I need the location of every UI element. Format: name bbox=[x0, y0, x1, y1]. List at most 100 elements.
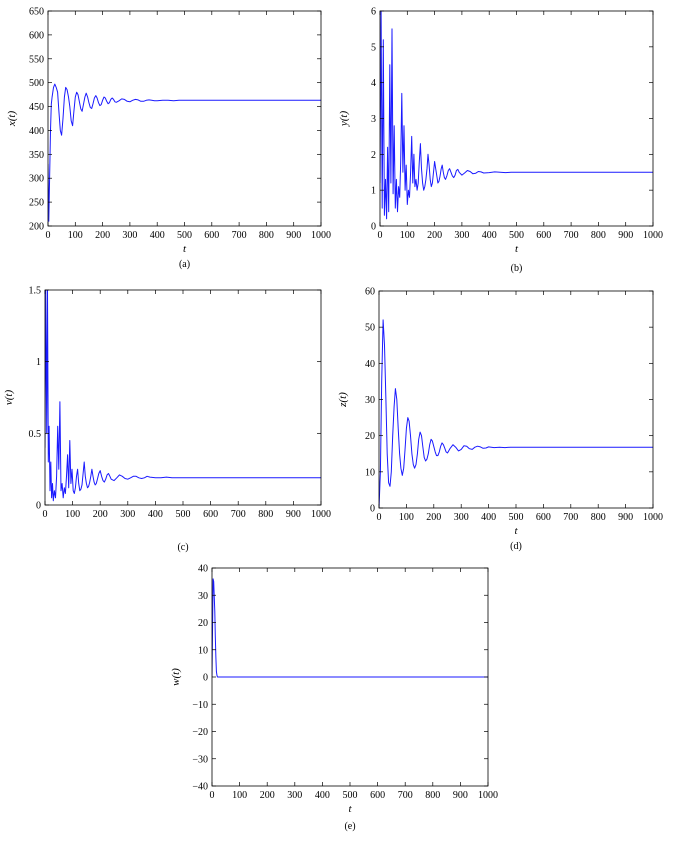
y-axis-label-a: x(t) bbox=[6, 111, 18, 128]
y-tick-label-b: 5 bbox=[371, 42, 376, 53]
x-tick-label-d: 800 bbox=[591, 512, 606, 523]
y-axis-label-c: v(t) bbox=[3, 390, 15, 406]
y-tick-label-c: 1.5 bbox=[29, 286, 42, 297]
y-tick-label-b: 4 bbox=[371, 78, 376, 89]
y-tick-label-d: 20 bbox=[365, 431, 375, 442]
x-tick-label-a: 900 bbox=[286, 230, 301, 241]
y-axis-label-d: z(t) bbox=[337, 392, 349, 408]
x-tick-label-d: 0 bbox=[377, 512, 382, 523]
x-tick-label-a: 0 bbox=[46, 230, 51, 241]
x-tick-label-a: 300 bbox=[122, 230, 137, 241]
y-axis-label-b: y(t) bbox=[338, 111, 350, 128]
x-tick-label-c: 700 bbox=[231, 509, 246, 520]
y-tick-label-a: 550 bbox=[29, 54, 44, 65]
y-tick-label-b: 3 bbox=[371, 114, 376, 125]
x-tick-label-e: 800 bbox=[425, 790, 440, 801]
x-tick-label-e: 200 bbox=[260, 790, 275, 801]
panel-caption-d: (d) bbox=[510, 541, 522, 552]
y-tick-label-e: −10 bbox=[192, 700, 208, 711]
y-tick-label-d: 50 bbox=[365, 323, 375, 334]
x-tick-label-c: 300 bbox=[120, 509, 135, 520]
x-tick-label-a: 100 bbox=[68, 230, 83, 241]
series-line-c bbox=[45, 290, 321, 502]
x-tick-label-b: 300 bbox=[454, 230, 469, 241]
y-tick-label-a: 650 bbox=[29, 7, 44, 18]
series-line-a bbox=[48, 83, 321, 222]
x-tick-label-e: 500 bbox=[343, 790, 358, 801]
x-axis-label-e: t bbox=[348, 803, 352, 815]
y-axis-label-e: w(t) bbox=[170, 668, 182, 686]
series-line-e bbox=[212, 578, 488, 678]
panel-caption-b: (b) bbox=[511, 263, 523, 274]
x-tick-label-b: 500 bbox=[509, 230, 524, 241]
y-tick-label-a: 250 bbox=[29, 198, 44, 209]
y-tick-label-b: 2 bbox=[371, 150, 376, 161]
x-tick-label-b: 200 bbox=[427, 230, 442, 241]
x-tick-label-b: 600 bbox=[536, 230, 551, 241]
chart-panel-d: 0 100 200 300 400 500 600 700 800 900 1000 0 10 20 30 4… bbox=[337, 287, 663, 553]
x-axis-label-d: t bbox=[514, 525, 518, 537]
x-tick-label-b: 900 bbox=[618, 230, 633, 241]
x-tick-label-d: 1000 bbox=[643, 512, 663, 523]
x-axis-label-a: t bbox=[183, 243, 187, 255]
x-tick-label-e: 100 bbox=[232, 790, 247, 801]
x-tick-label-e: 600 bbox=[370, 790, 385, 801]
series-line-b bbox=[380, 11, 653, 220]
x-tick-label-c: 0 bbox=[43, 509, 48, 520]
y-tick-label-e: 30 bbox=[198, 591, 208, 602]
x-tick-label-b: 700 bbox=[564, 230, 579, 241]
x-tick-label-b: 100 bbox=[400, 230, 415, 241]
x-tick-label-a: 200 bbox=[95, 230, 110, 241]
y-tick-label-e: 40 bbox=[198, 564, 208, 575]
y-tick-label-a: 200 bbox=[29, 222, 44, 233]
y-tick-label-a: 350 bbox=[29, 150, 44, 161]
y-tick-label-e: 0 bbox=[203, 673, 208, 684]
x-tick-label-c: 400 bbox=[148, 509, 163, 520]
x-tick-label-b: 0 bbox=[378, 230, 383, 241]
x-tick-label-b: 1000 bbox=[643, 230, 663, 241]
x-tick-label-d: 200 bbox=[426, 512, 441, 523]
plot-frame-d bbox=[378, 290, 654, 509]
plot-frame-c bbox=[44, 289, 322, 506]
x-tick-label-a: 600 bbox=[204, 230, 219, 241]
series-line-d bbox=[379, 319, 653, 508]
y-tick-label-e: 10 bbox=[198, 645, 208, 656]
plot-frame-a bbox=[47, 10, 322, 227]
x-tick-label-c: 600 bbox=[203, 509, 218, 520]
y-tick-label-c: 0 bbox=[36, 501, 41, 512]
x-tick-label-e: 900 bbox=[453, 790, 468, 801]
x-axis-label-b: t bbox=[515, 243, 519, 255]
y-tick-label-a: 600 bbox=[29, 30, 44, 41]
y-tick-label-c: 0.5 bbox=[29, 429, 42, 440]
x-tick-label-c: 200 bbox=[93, 509, 108, 520]
x-tick-label-a: 1000 bbox=[311, 230, 331, 241]
y-tick-label-a: 300 bbox=[29, 174, 44, 185]
x-tick-label-c: 100 bbox=[65, 509, 80, 520]
x-tick-label-b: 400 bbox=[482, 230, 497, 241]
x-tick-label-d: 100 bbox=[399, 512, 414, 523]
x-tick-label-e: 0 bbox=[210, 790, 215, 801]
x-tick-label-e: 700 bbox=[398, 790, 413, 801]
y-tick-label-e: 20 bbox=[198, 618, 208, 629]
y-tick-label-d: 40 bbox=[365, 359, 375, 370]
x-tick-label-c: 800 bbox=[258, 509, 273, 520]
y-tick-label-d: 30 bbox=[365, 395, 375, 406]
x-tick-label-a: 700 bbox=[232, 230, 247, 241]
x-tick-label-e: 1000 bbox=[478, 790, 498, 801]
x-tick-label-d: 900 bbox=[618, 512, 633, 523]
x-tick-label-d: 600 bbox=[536, 512, 551, 523]
y-tick-label-b: 6 bbox=[371, 7, 376, 18]
x-tick-label-e: 300 bbox=[287, 790, 302, 801]
x-tick-label-b: 800 bbox=[591, 230, 606, 241]
x-tick-label-d: 500 bbox=[509, 512, 524, 523]
y-tick-label-a: 500 bbox=[29, 78, 44, 89]
x-tick-label-a: 400 bbox=[150, 230, 165, 241]
y-tick-label-d: 10 bbox=[365, 467, 375, 478]
plot-frame-b bbox=[379, 10, 654, 227]
chart-panel-e: 0 100 200 300 400 500 600 700 800 900 1000−40−30−2… bbox=[170, 564, 498, 833]
y-tick-label-d: 60 bbox=[365, 287, 375, 298]
x-tick-label-c: 1000 bbox=[311, 509, 331, 520]
x-tick-label-e: 400 bbox=[315, 790, 330, 801]
y-tick-label-b: 0 bbox=[371, 222, 376, 233]
